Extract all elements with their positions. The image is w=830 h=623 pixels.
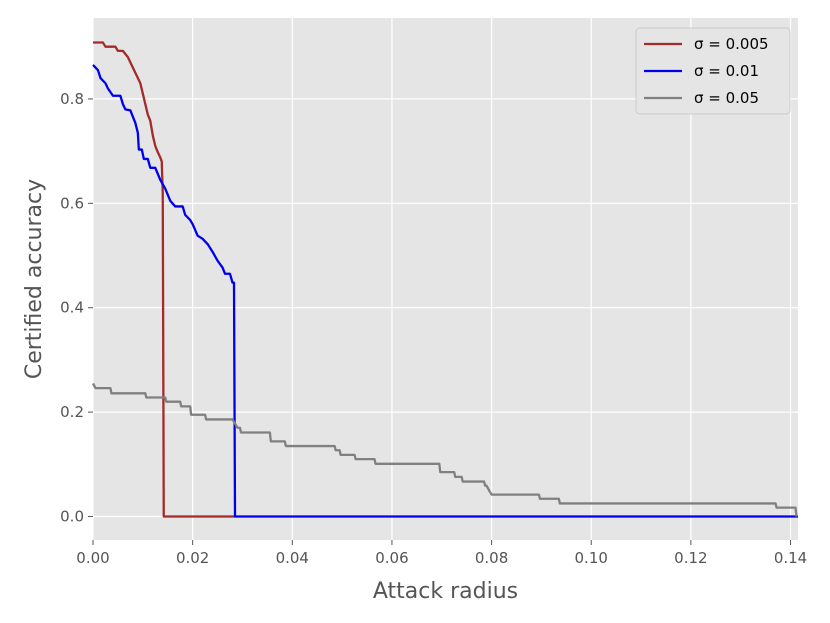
x-tick-label: 0.06 xyxy=(375,549,408,567)
x-tick-label: 0.02 xyxy=(176,549,209,567)
y-axis-label: Certified accuracy xyxy=(22,179,47,379)
axis-ticks: 0.00 0.02 0.04 0.06 0.08 0.10 0.12 0.14 0.0 0.2 0.… xyxy=(60,90,807,567)
series-line-1 xyxy=(93,41,235,518)
x-tick-label: 0.00 xyxy=(76,549,109,567)
series-lines xyxy=(91,41,798,518)
x-tick-label: 0.08 xyxy=(475,549,508,567)
x-tick-label: 0.12 xyxy=(674,549,707,567)
legend-label-2: σ = 0.01 xyxy=(694,62,759,80)
legend: σ = 0.005 σ = 0.01 σ = 0.05 xyxy=(635,27,791,115)
y-tick-label: 0.8 xyxy=(60,90,84,108)
y-tick-label: 0.2 xyxy=(60,403,84,421)
legend-label-3: σ = 0.05 xyxy=(694,89,759,107)
legend-label-1: σ = 0.005 xyxy=(694,35,769,53)
x-tick-label: 0.04 xyxy=(276,549,309,567)
y-tick-label: 0.6 xyxy=(60,194,84,212)
series-line-2 xyxy=(92,64,798,518)
x-axis-label: Attack radius xyxy=(373,579,518,604)
legend-box xyxy=(635,27,791,115)
x-tick-label: 0.10 xyxy=(575,549,608,567)
y-tick-label: 0.0 xyxy=(60,508,84,526)
series-line-3 xyxy=(91,382,798,517)
y-tick-label: 0.4 xyxy=(60,299,84,317)
x-tick-label: 0.14 xyxy=(774,549,807,567)
